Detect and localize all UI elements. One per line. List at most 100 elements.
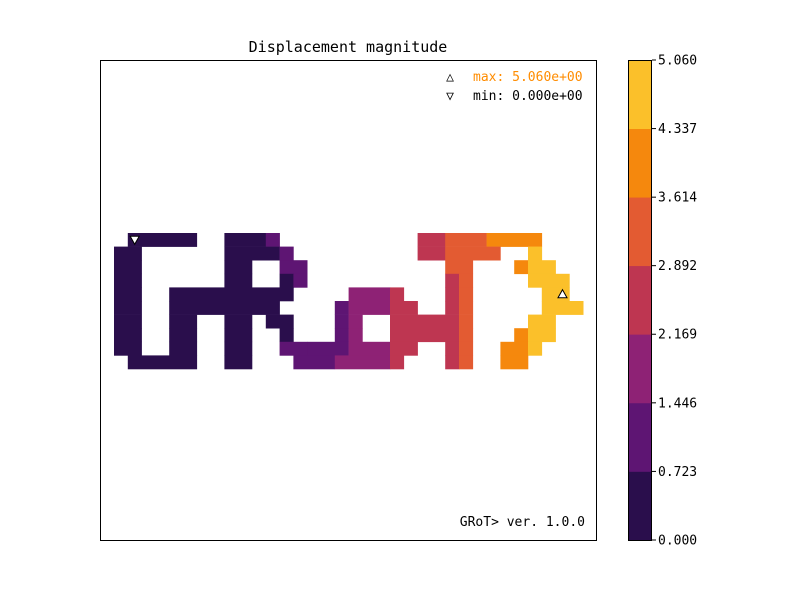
heatmap-cell (445, 246, 501, 261)
heatmap-cell (390, 301, 418, 315)
heatmap-cell (127, 355, 198, 370)
heatmap-cell (417, 233, 446, 247)
heatmap-cell (390, 287, 405, 302)
heatmap-cell (348, 328, 363, 343)
heatmap-cell (445, 301, 460, 315)
heatmap-cell (390, 341, 418, 356)
colorbar-tick-label: 5.060 (658, 54, 697, 69)
heatmap-cell (169, 341, 198, 356)
heatmap-cell (445, 287, 460, 302)
heatmap-cell (293, 273, 308, 288)
heatmap-cell (528, 260, 556, 275)
heatmap-cell (500, 341, 529, 356)
heatmap-cell (528, 314, 556, 329)
heatmap-cell (445, 341, 460, 356)
colorbar-band (628, 334, 652, 404)
heatmap-cell (114, 287, 142, 302)
heatmap-cell (265, 314, 294, 329)
heatmap-cell (127, 233, 198, 247)
heatmap-cell (348, 341, 391, 356)
heatmap-cell (390, 314, 460, 329)
heatmap-cell (541, 301, 584, 315)
heatmap-cell (279, 246, 294, 261)
heatmap-cell (169, 328, 198, 343)
colorbar-tick-label: 4.337 (658, 122, 697, 137)
colorbar-band (628, 265, 652, 335)
heatmap-cell (224, 328, 253, 343)
legend-min-marker: ▽ (446, 89, 454, 104)
heatmap-cell (279, 260, 308, 275)
heatmap-cell (114, 260, 142, 275)
heatmap-cell (169, 301, 280, 315)
heatmap-cell (114, 273, 142, 288)
heatmap-cells (114, 233, 584, 370)
heatmap-cell (390, 355, 405, 370)
heatmap-cell (265, 233, 280, 247)
colorbar-frame (628, 60, 652, 541)
heatmap-cell (334, 314, 349, 329)
heatmap-cell (114, 314, 142, 329)
heatmap-cell (528, 273, 570, 288)
heatmap-cell (528, 341, 543, 356)
heatmap-cell (334, 328, 349, 343)
heatmap-cell (459, 355, 474, 370)
colorbar-band (628, 402, 652, 472)
heatmap-cell (500, 355, 529, 370)
heatmap-cell (445, 355, 460, 370)
extrema-markers (129, 235, 568, 299)
heatmap-cell (348, 301, 391, 315)
colorbar-band (628, 471, 652, 541)
colorbar-tick-label: 2.892 (658, 259, 697, 274)
heatmap-cell (224, 260, 253, 275)
heatmap-cell (114, 328, 142, 343)
heatmap-cell (486, 233, 543, 247)
heatmap-cell (334, 301, 349, 315)
legend: △ max: 5.060e+00 ▽ min: 0.000e+00 (446, 70, 582, 104)
colorbar (628, 60, 652, 541)
min-marker (129, 235, 141, 246)
colorbar-tick-label: 0.723 (658, 465, 697, 480)
heatmap-cell (224, 341, 253, 356)
colorbar-ticks: 0.000 0.723 1.446 2.169 2.892 3.614 4.337 5.060 (652, 54, 697, 549)
heatmap-cell (224, 233, 267, 247)
heatmap-cell (417, 246, 446, 261)
heatmap-cell (459, 287, 474, 302)
heatmap-cell (348, 287, 391, 302)
heatmap-cell (224, 355, 253, 370)
heatmap-cell (459, 314, 474, 329)
colorbar-tick-label: 0.000 (658, 534, 697, 549)
colorbar-tick-label: 3.614 (658, 191, 697, 206)
heatmap-cell (169, 314, 198, 329)
colorbar-tick-label: 1.446 (658, 396, 697, 411)
heatmap-cell (279, 328, 294, 343)
colorbar-band (628, 128, 652, 198)
legend-max-marker: △ (446, 70, 454, 85)
heatmap-cell (528, 328, 556, 343)
heatmap-cell (224, 246, 280, 261)
heatmap-cell (445, 260, 474, 275)
heatmap-cell (528, 246, 543, 261)
legend-max-text: max: 5.060e+00 (473, 70, 583, 85)
colorbar-tick-label: 2.169 (658, 328, 697, 343)
heatmap-cell (114, 246, 142, 261)
heatmap-cell (114, 301, 142, 315)
heatmap-cell (445, 233, 487, 247)
heatmap-cell (279, 341, 308, 356)
plot-frame (100, 60, 597, 541)
heatmap-cell (334, 355, 391, 370)
heatmap-cell (224, 273, 253, 288)
heatmap-cell (293, 355, 336, 370)
heatmap-cell (390, 328, 460, 343)
heatmap-cell (459, 328, 474, 343)
heatmap-cell (224, 314, 253, 329)
heatmap-cell (459, 301, 474, 315)
colorbar-band (628, 197, 652, 267)
heatmap-cell (348, 314, 363, 329)
heatmap-cell (114, 341, 142, 356)
legend-min-text: min: 0.000e+00 (473, 89, 583, 104)
heatmap-cell (514, 260, 529, 275)
colorbar-band (628, 60, 652, 129)
heatmap-cell (459, 273, 474, 288)
version-footer: GRoT> ver. 1.0.0 (460, 515, 585, 530)
